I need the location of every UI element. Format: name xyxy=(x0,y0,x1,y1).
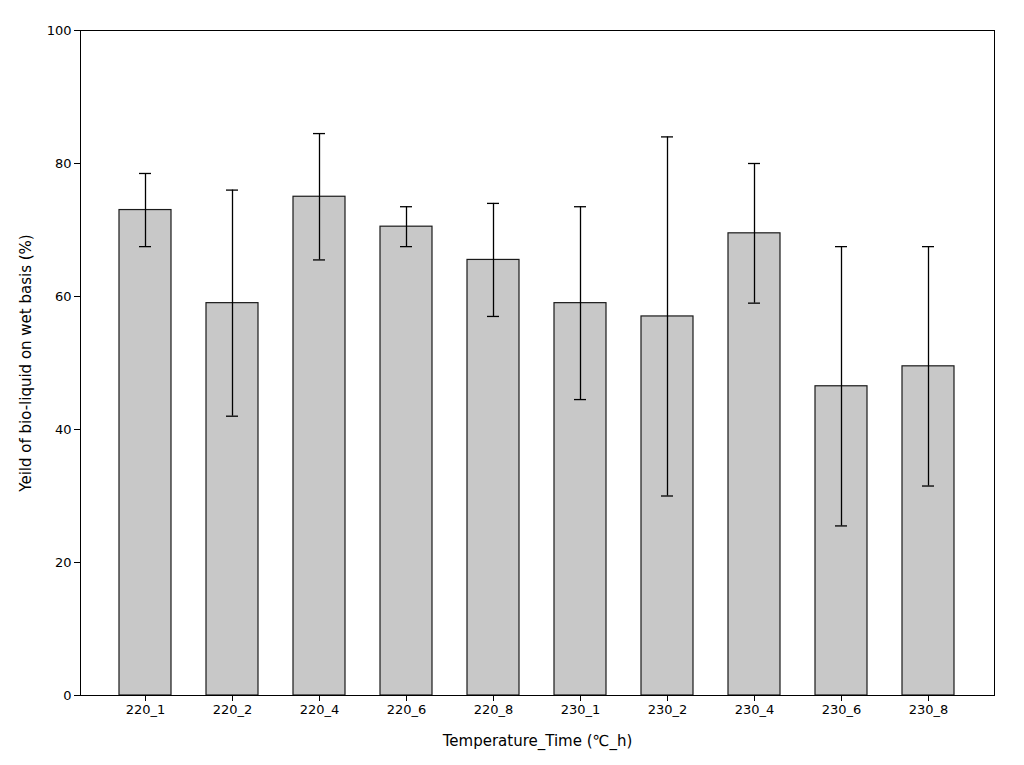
svg-text:40: 40 xyxy=(55,422,72,437)
svg-text:Temperature_Time (℃_h): Temperature_Time (℃_h) xyxy=(442,732,633,751)
svg-text:80: 80 xyxy=(55,156,72,171)
svg-text:100: 100 xyxy=(47,23,72,38)
svg-text:220_6: 220_6 xyxy=(387,702,427,717)
svg-text:Yeild of bio-liquid on wet bas: Yeild of bio-liquid on wet basis (%) xyxy=(17,234,35,492)
svg-text:230_1: 230_1 xyxy=(561,702,601,717)
svg-text:0: 0 xyxy=(63,688,71,703)
svg-text:230_4: 230_4 xyxy=(735,702,775,717)
svg-text:230_6: 230_6 xyxy=(822,702,862,717)
svg-text:220_2: 220_2 xyxy=(213,702,253,717)
svg-text:230_8: 230_8 xyxy=(909,702,949,717)
svg-text:230_2: 230_2 xyxy=(648,702,688,717)
svg-text:60: 60 xyxy=(55,289,72,304)
svg-text:220_1: 220_1 xyxy=(126,702,166,717)
svg-text:220_4: 220_4 xyxy=(300,702,340,717)
svg-text:220_8: 220_8 xyxy=(474,702,514,717)
svg-text:20: 20 xyxy=(55,555,72,570)
